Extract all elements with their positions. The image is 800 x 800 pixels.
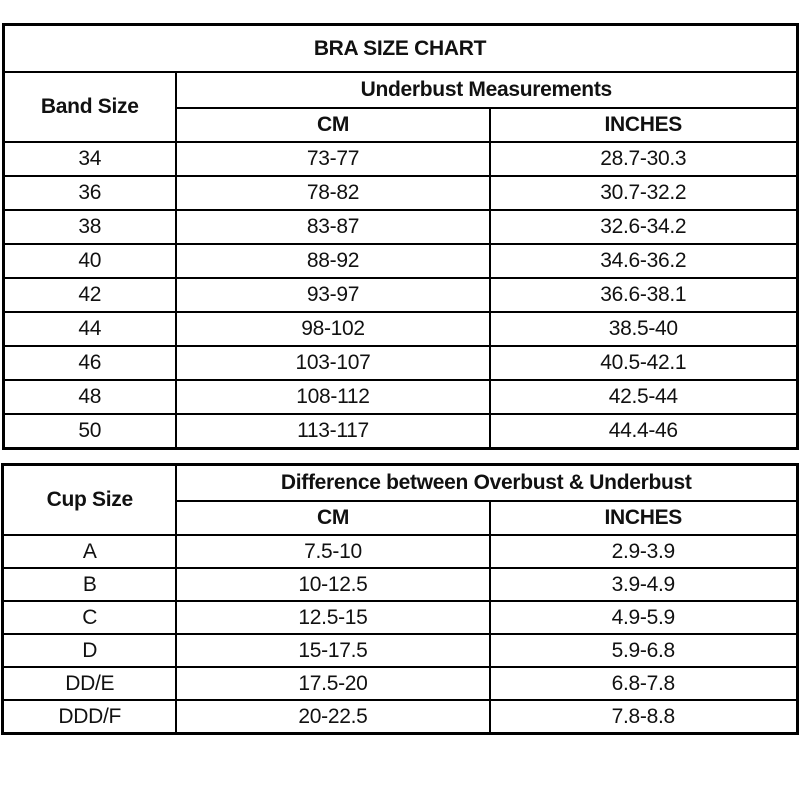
table-row: 36 78-82 30.7-32.2 [2,175,798,211]
band-size-cell: 42 [2,277,177,313]
table-row: 46 103-107 40.5-42.1 [2,345,798,381]
table-row: 48 108-112 42.5-44 [2,379,798,415]
cm-range-cell: 108-112 [175,379,491,415]
cm-range-cell: 73-77 [175,141,491,177]
cup-size-table-body: A 7.5-10 2.9-3.9 B 10-12.5 3.9-4.9 C 12.5-15 4.9… [1,534,799,735]
difference-overbust-underbust-header: Difference between Overbust & Underbust [174,463,799,503]
cup-size-table: Cup Size Difference between Overbust & U… [1,463,799,735]
inches-range-cell: 2.9-3.9 [488,534,799,569]
inches-range-cell: 36.6-38.1 [489,277,798,313]
cup-size-cell: DDD/F [1,699,177,735]
chart-title-row: BRA SIZE CHART [2,23,798,73]
cm-range-cell: 113-117 [175,413,491,450]
cup-size-cell: D [1,633,177,668]
cm-range-cell: 20-22.5 [174,699,491,735]
column-header-row: CM INCHES [3,107,798,143]
cm-column-header: CM [174,500,491,536]
group-header-row: Band Size Underbust Measurements [2,70,798,143]
table-row: 38 83-87 32.6-34.2 [2,209,798,245]
column-header-row: CM INCHES [3,500,799,536]
cm-range-cell: 93-97 [175,277,491,313]
cm-range-cell: 15-17.5 [174,633,491,668]
band-size-header: Band Size [2,71,177,143]
table-row: DDD/F 20-22.5 7.8-8.8 [1,699,799,735]
cup-size-cell: A [1,534,177,569]
band-size-cell: 36 [2,175,177,211]
band-size-table-body: 34 73-77 28.7-30.3 36 78-82 30.7-32.2 38 83-87 3… [2,141,798,450]
band-size-cell: 50 [2,413,177,450]
inches-range-cell: 28.7-30.3 [489,141,798,177]
table-row: 44 98-102 38.5-40 [2,311,798,347]
table-row: 40 88-92 34.6-36.2 [2,243,798,279]
inches-range-cell: 30.7-32.2 [489,175,798,211]
band-size-cell: 38 [2,209,177,245]
table-row: A 7.5-10 2.9-3.9 [1,534,799,569]
group-header-row: Cup Size Difference between Overbust & U… [1,463,799,536]
inches-range-cell: 38.5-40 [489,311,798,347]
band-size-table: BRA SIZE CHART Band Size Underbust Measu… [1,23,799,450]
inches-range-cell: 4.9-5.9 [488,600,799,635]
inches-range-cell: 6.8-7.8 [488,666,799,701]
table-row: 34 73-77 28.7-30.3 [2,141,798,177]
inches-range-cell: 34.6-36.2 [489,243,798,279]
band-size-cell: 34 [2,141,177,177]
table-row: D 15-17.5 5.9-6.8 [1,633,799,668]
cm-range-cell: 78-82 [175,175,491,211]
underbust-measurements-header: Underbust Measurements [175,70,798,110]
cm-range-cell: 12.5-15 [174,600,491,635]
band-size-cell: 40 [2,243,177,279]
cm-range-cell: 7.5-10 [174,534,491,569]
cup-size-cell: B [1,567,177,602]
inches-range-cell: 42.5-44 [489,379,798,415]
page-title: BRA SIZE CHART [2,23,798,73]
cup-size-cell: C [1,600,177,635]
cm-range-cell: 98-102 [175,311,491,347]
table-row: DD/E 17.5-20 6.8-7.8 [1,666,799,701]
cm-range-cell: 10-12.5 [174,567,491,602]
cm-range-cell: 88-92 [175,243,491,279]
band-size-cell: 48 [2,379,177,415]
band-size-cell: 44 [2,311,177,347]
band-size-cell: 46 [2,345,177,381]
cm-range-cell: 103-107 [175,345,491,381]
cm-range-cell: 83-87 [175,209,491,245]
cm-column-header: CM [175,107,491,143]
inches-column-header: INCHES [489,107,798,143]
inches-range-cell: 44.4-46 [489,413,798,450]
table-row: C 12.5-15 4.9-5.9 [1,600,799,635]
cup-size-table-header: Cup Size Difference between Overbust & U… [1,463,799,536]
inches-column-header: INCHES [488,500,799,536]
inches-range-cell: 3.9-4.9 [488,567,799,602]
cm-range-cell: 17.5-20 [174,666,491,701]
inches-range-cell: 5.9-6.8 [488,633,799,668]
cup-size-header: Cup Size [1,463,177,536]
table-row: 42 93-97 36.6-38.1 [2,277,798,313]
table-row: B 10-12.5 3.9-4.9 [1,567,799,602]
inches-range-cell: 32.6-34.2 [489,209,798,245]
band-size-table-header: BRA SIZE CHART Band Size Underbust Measu… [2,23,798,143]
tables-gap [0,450,800,463]
cup-size-cell: DD/E [1,666,177,701]
inches-range-cell: 40.5-42.1 [489,345,798,381]
inches-range-cell: 7.8-8.8 [488,699,799,735]
table-row: 50 113-117 44.4-46 [2,413,798,450]
